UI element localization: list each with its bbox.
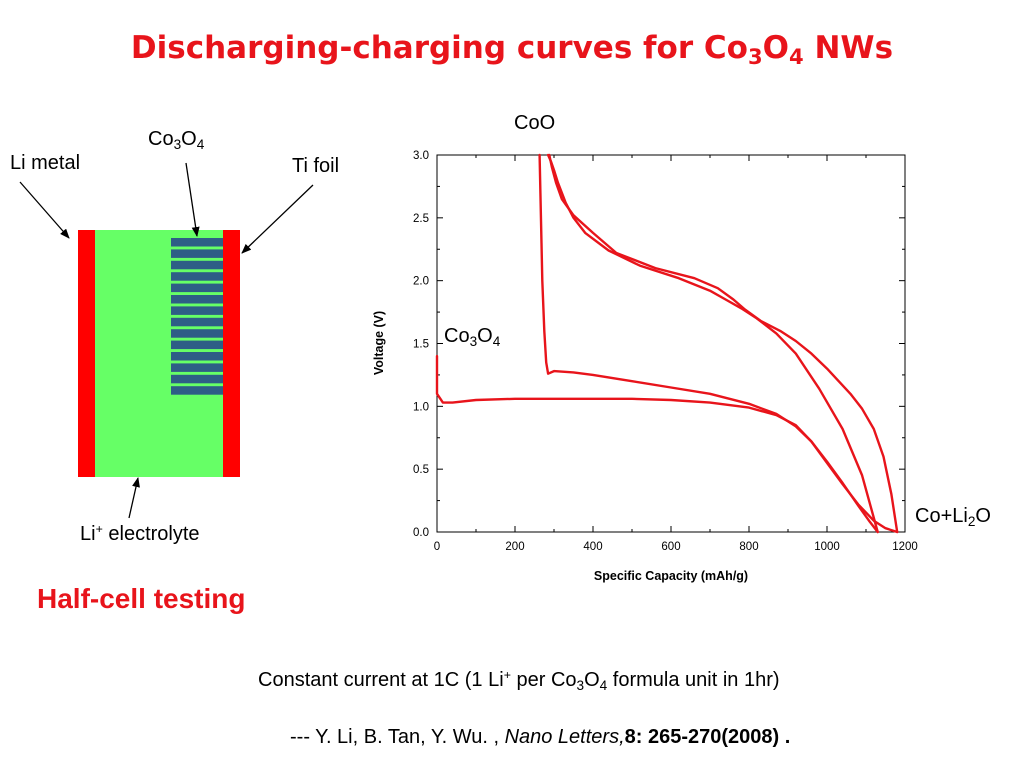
li-metal-arrow <box>19 181 70 239</box>
x-tick-label: 1000 <box>814 541 840 553</box>
co-li2o-annotation: Co+Li2O <box>915 505 991 529</box>
nanowire <box>171 238 223 247</box>
electrolyte-arrow <box>128 477 140 519</box>
nanowire <box>171 374 223 384</box>
co3o4-label: Co3O4 <box>148 128 205 152</box>
half-cell-testing-label: Half-cell testing <box>37 583 246 614</box>
voltage-capacity-chart: 0 200 400 600 800 1000 1200 0.0 0.5 1.0 1.5 2.0 2.5 3… <box>372 150 918 583</box>
li-metal-electrode <box>78 230 95 477</box>
x-tick-label: 200 <box>505 541 524 553</box>
nanowire <box>171 317 223 327</box>
half-cell-diagram <box>19 162 314 519</box>
curve-2 <box>546 153 879 534</box>
coo-annotation: CoO <box>514 112 556 134</box>
nanowire <box>171 295 223 304</box>
y-tick-label: 2.0 <box>413 276 429 288</box>
x-axis-label: Specific Capacity (mAh/g) <box>594 569 748 583</box>
nanowire <box>171 249 223 258</box>
x-tick-label: 400 <box>583 541 602 553</box>
co3o4-arrow <box>185 162 200 237</box>
nanowire <box>171 329 223 338</box>
y-tick-label: 2.5 <box>413 213 429 225</box>
y-axis-label: Voltage (V) <box>372 311 386 375</box>
x-tick-label: 0 <box>434 541 440 553</box>
nanowire <box>171 386 223 395</box>
x-tick-label: 600 <box>661 541 680 553</box>
reference: --- Y. Li, B. Tan, Y. Wu. , Nano Letters… <box>290 726 791 748</box>
electrolyte-label: Li+ electrolyte <box>80 522 200 545</box>
slide-title: Discharging-charging curves for Co3O4 NW… <box>130 30 894 69</box>
ti-foil-electrode <box>223 230 240 477</box>
footnote: Constant current at 1C (1 Li+ per Co3O4 … <box>258 668 780 693</box>
nanowire <box>171 340 223 350</box>
nanowire <box>171 306 223 315</box>
nanowire <box>171 352 223 361</box>
y-tick-label: 0.0 <box>413 527 429 539</box>
co3o4-annotation: Co3O4 <box>444 325 501 349</box>
nanowire <box>171 363 223 372</box>
x-tick-label: 1200 <box>892 541 918 553</box>
nanowire <box>171 260 223 270</box>
ti-foil-label: Ti foil <box>292 155 340 177</box>
curve-4 <box>548 153 899 534</box>
ti-foil-arrow <box>241 184 314 254</box>
x-tick-label: 800 <box>739 541 758 553</box>
y-tick-label: 1.0 <box>413 401 429 413</box>
nanowire <box>171 283 223 293</box>
li-metal-label: Li metal <box>10 152 81 174</box>
y-tick-label: 3.0 <box>413 150 429 162</box>
y-tick-label: 0.5 <box>413 464 429 476</box>
curve-1 <box>435 354 879 534</box>
y-tick-label: 1.5 <box>413 339 429 351</box>
nanowire <box>171 272 223 281</box>
curve-3 <box>538 153 899 534</box>
co3o4-nanowires <box>171 238 223 395</box>
